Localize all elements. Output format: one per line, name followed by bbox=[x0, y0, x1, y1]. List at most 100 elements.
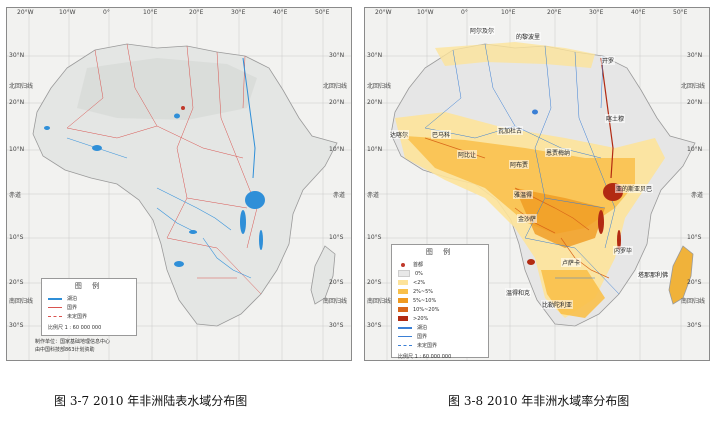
place-label: 卢萨卡 bbox=[561, 258, 582, 267]
legend-2to5-label: 2%~5% bbox=[413, 288, 434, 295]
tick-side-right: 20°S bbox=[687, 279, 702, 286]
place-label: 喀土穆 bbox=[605, 114, 626, 123]
tick-side-right: 10°N bbox=[687, 146, 703, 153]
tick-top: 40°E bbox=[273, 9, 288, 16]
tick-side-right: 30°N bbox=[687, 52, 703, 59]
tick-side: 20°N bbox=[9, 99, 25, 106]
tick-side-right: 20°N bbox=[687, 99, 703, 106]
tick-side: 10°S bbox=[9, 234, 24, 241]
legend-border: 国界 bbox=[42, 303, 136, 312]
tick-top: 20°E bbox=[189, 9, 204, 16]
lake-swatch bbox=[48, 297, 62, 300]
tick-side-right: 赤道 bbox=[333, 192, 346, 199]
legend-title: 图 例 bbox=[425, 248, 455, 256]
tick-side: 20°N bbox=[367, 99, 383, 106]
lake-chad bbox=[532, 109, 538, 115]
legend-gt20: >20% bbox=[392, 314, 488, 323]
tick-top: 10°W bbox=[417, 9, 434, 16]
madagascar bbox=[668, 245, 694, 305]
tick-top: 20°E bbox=[547, 9, 562, 16]
legend-border: 国界 bbox=[392, 332, 488, 341]
tick-side-right: 北回归线 bbox=[323, 83, 348, 90]
place-label: 瓦加杜古 bbox=[497, 126, 524, 135]
tick-side-right: 20°S bbox=[329, 279, 344, 286]
tick-side: 南回归线 bbox=[367, 298, 392, 305]
surface-water-map-graphic bbox=[7, 8, 351, 360]
tick-side-right: 赤道 bbox=[691, 192, 704, 199]
nile-river bbox=[242, 57, 256, 179]
tick-side: 赤道 bbox=[367, 192, 380, 199]
water-ratio-map: 阿尔及尔 的黎波里 开罗 喀土穆 达喀尔 巴马科 瓦加杜古 阿比让 阿布贾 恩贾… bbox=[364, 7, 710, 361]
tick-top: 10°W bbox=[59, 9, 76, 16]
country-borders bbox=[66, 43, 262, 295]
place-label: 亚的斯亚贝巴 bbox=[615, 184, 654, 193]
place-label: 塔那那利佛 bbox=[637, 270, 670, 279]
legend-10to20: 10%~20% bbox=[392, 305, 488, 314]
tick-top: 10°E bbox=[143, 9, 158, 16]
legend-title: 图 例 bbox=[74, 282, 104, 290]
tick-side: 10°S bbox=[367, 234, 382, 241]
tick-side: 30°S bbox=[9, 322, 24, 329]
legend-capital: 首都 bbox=[392, 260, 488, 269]
legend-5to10: 5%~10% bbox=[392, 296, 488, 305]
tick-side: 北回归线 bbox=[9, 83, 34, 90]
legend-lake-label: 湖泊 bbox=[417, 325, 428, 331]
tick-side: 10°N bbox=[9, 146, 25, 153]
tick-top: 30°E bbox=[231, 9, 246, 16]
legend-capital-label: 首都 bbox=[413, 262, 424, 268]
legend-lake: 湖泊 bbox=[42, 294, 136, 303]
5to10-swatch bbox=[398, 298, 408, 303]
legend-zero: 0% bbox=[392, 269, 488, 278]
legend-undefined-border: 未定国界 bbox=[392, 341, 488, 350]
credit-line-2: 由中国科技部863计划资助 bbox=[35, 347, 95, 353]
legend-border-label: 国界 bbox=[67, 305, 78, 311]
surface-water-legend: 图 例 湖泊 国界 未定国界 比例尺 1 : 60 000 000 bbox=[41, 278, 137, 336]
legend-undefined-border: 未定国界 bbox=[42, 312, 136, 321]
legend-lake: 湖泊 bbox=[392, 323, 488, 332]
legend-undefined-border-label: 未定国界 bbox=[417, 343, 438, 349]
legend-lt2: <2% bbox=[392, 278, 488, 287]
tick-top: 0° bbox=[461, 9, 468, 16]
tick-top: 50°E bbox=[315, 9, 330, 16]
legend-scale: 比例尺 1 : 60 000 000 bbox=[48, 325, 102, 331]
tick-side: 赤道 bbox=[9, 192, 22, 199]
tick-top: 20°W bbox=[375, 9, 392, 16]
tick-side-right: 30°N bbox=[329, 52, 345, 59]
tick-top: 20°W bbox=[17, 9, 34, 16]
tick-side: 10°N bbox=[367, 146, 383, 153]
place-label: 温得和克 bbox=[505, 288, 532, 297]
figure-caption-left: 图 3-7 2010 年非洲陆表水域分布图 bbox=[54, 394, 248, 408]
lt2-swatch bbox=[398, 280, 408, 285]
border-swatch bbox=[398, 336, 412, 337]
tick-side: 30°N bbox=[9, 52, 25, 59]
tick-top: 10°E bbox=[501, 9, 516, 16]
legend-10to20-label: 10%~20% bbox=[413, 306, 440, 313]
place-label: 雅温得 bbox=[513, 190, 534, 199]
2to5-swatch bbox=[398, 289, 408, 294]
legend-scale: 比例尺 1 : 60 000 000 bbox=[398, 354, 452, 360]
surface-water-map: 图 例 湖泊 国界 未定国界 比例尺 1 : 60 000 000 制作单位：国… bbox=[6, 7, 352, 361]
tick-side-right: 北回归线 bbox=[681, 83, 706, 90]
legend-border-label: 国界 bbox=[417, 334, 428, 340]
tick-top: 0° bbox=[103, 9, 110, 16]
place-label: 巴马科 bbox=[431, 130, 452, 139]
legend-zero-label: 0% bbox=[415, 270, 423, 277]
zero-swatch bbox=[398, 270, 410, 277]
tick-side: 北回归线 bbox=[367, 83, 392, 90]
capital-swatch bbox=[401, 262, 405, 267]
lake-swatch bbox=[398, 326, 412, 329]
tick-side-right: 10°S bbox=[687, 234, 702, 241]
place-label: 恩贾梅纳 bbox=[545, 148, 572, 157]
legend-undefined-border-label: 未定国界 bbox=[67, 314, 88, 320]
credit-line-1: 制作单位：国家基础地理信息中心 bbox=[35, 339, 111, 345]
place-label: 内罗毕 bbox=[613, 246, 634, 255]
place-label: 的黎波里 bbox=[515, 32, 542, 41]
tick-side-right: 30°S bbox=[687, 322, 702, 329]
legend-2to5: 2%~5% bbox=[392, 287, 488, 296]
tick-side-right: 10°N bbox=[329, 146, 345, 153]
sahara-shading bbox=[77, 58, 257, 120]
place-label: 阿比让 bbox=[457, 150, 478, 159]
tick-side-right: 南回归线 bbox=[323, 298, 348, 305]
tick-side-right: 10°S bbox=[329, 234, 344, 241]
border-swatch bbox=[48, 307, 62, 308]
